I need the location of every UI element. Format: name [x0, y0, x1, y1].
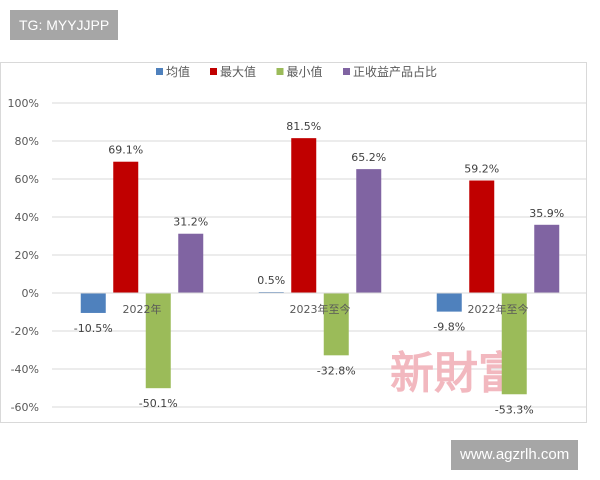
bar [323, 293, 349, 356]
bar [80, 293, 106, 313]
data-label: -10.5% [74, 322, 113, 335]
y-tick-label: 0% [22, 287, 39, 300]
legend-swatch [210, 68, 217, 75]
data-label: 81.5% [286, 120, 321, 133]
data-label: 35.9% [529, 207, 564, 220]
category-label: 2022年 [123, 302, 162, 316]
y-tick-label: 40% [15, 211, 39, 224]
y-tick-label: 100% [8, 97, 39, 110]
y-tick-label: 80% [15, 135, 39, 148]
y-tick-label: -20% [11, 325, 39, 338]
category-label: 2022年至今 [468, 302, 529, 316]
legend-label: 最大值 [220, 64, 256, 79]
chart-frame [0, 62, 587, 423]
data-label: -50.1% [139, 397, 178, 410]
category-label: 2023年至今 [290, 302, 351, 316]
data-label: -9.8% [433, 321, 465, 334]
legend-label: 正收益产品占比 [353, 64, 437, 79]
tg-badge: TG: MYYJJPP [10, 10, 119, 40]
legend-swatch [343, 68, 350, 75]
y-tick-label: 20% [15, 249, 39, 262]
site-badge: www.agzrlh.com [451, 440, 579, 470]
data-label: -53.3% [495, 403, 534, 416]
bar [356, 169, 382, 293]
y-tick-label: -40% [11, 363, 39, 376]
legend-swatch [156, 68, 163, 75]
data-label: 59.2% [464, 163, 499, 176]
bar [145, 293, 171, 389]
data-label: -32.8% [317, 364, 356, 377]
data-label: 31.2% [173, 216, 208, 229]
y-tick-label: -60% [11, 401, 39, 414]
bar [291, 138, 317, 293]
legend-swatch [276, 68, 284, 75]
y-tick-label: 60% [15, 173, 39, 186]
legend-label: 均值 [166, 64, 190, 79]
watermark: 新財富 [390, 348, 522, 399]
legend-label: 最小值 [287, 64, 323, 79]
data-label: 65.2% [351, 151, 386, 164]
data-label: 69.1% [108, 144, 143, 157]
bar [534, 224, 560, 293]
bar [178, 233, 204, 293]
bar [501, 293, 527, 395]
bar [436, 293, 462, 312]
bar [469, 180, 495, 293]
data-label: 0.5% [257, 274, 285, 287]
bar [113, 161, 139, 293]
